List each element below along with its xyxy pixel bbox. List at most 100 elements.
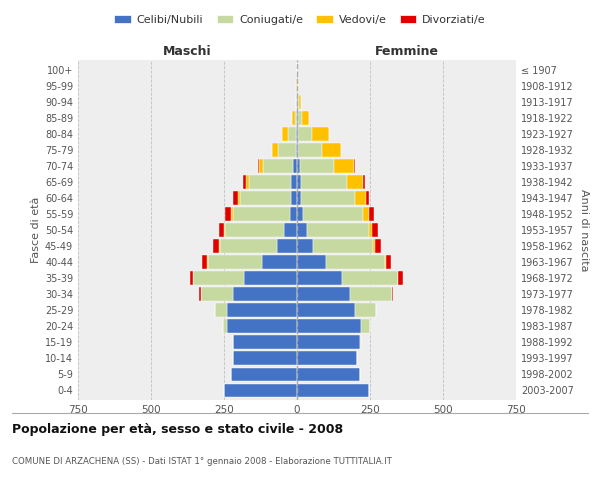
Bar <box>232 207 233 221</box>
Bar <box>297 320 361 333</box>
Text: Femmine: Femmine <box>374 46 439 59</box>
Bar <box>259 159 263 172</box>
Bar <box>215 304 227 317</box>
Bar <box>386 256 391 269</box>
Bar <box>301 175 347 188</box>
Bar <box>293 159 297 172</box>
Bar <box>297 207 303 221</box>
Bar <box>202 256 208 269</box>
Bar <box>297 352 357 365</box>
Bar <box>200 288 233 301</box>
Bar <box>313 239 373 253</box>
Bar <box>322 143 341 156</box>
Bar <box>297 239 313 253</box>
Bar <box>244 272 297 285</box>
Bar <box>295 111 297 124</box>
Bar <box>373 239 375 253</box>
Bar <box>214 239 219 253</box>
Bar <box>297 336 360 349</box>
Bar <box>190 272 193 285</box>
Bar <box>297 175 301 188</box>
Bar <box>272 143 278 156</box>
Bar <box>355 304 376 317</box>
Bar <box>297 143 298 156</box>
Bar <box>291 191 297 204</box>
Bar <box>263 159 293 172</box>
Bar <box>193 272 244 285</box>
Bar <box>262 256 297 269</box>
Bar <box>219 223 224 237</box>
Bar <box>302 111 309 124</box>
Bar <box>257 159 259 172</box>
Bar <box>297 288 350 301</box>
Bar <box>298 143 322 156</box>
Bar <box>347 175 363 188</box>
Bar <box>375 239 381 253</box>
Bar <box>303 207 363 221</box>
Bar <box>223 320 227 333</box>
Bar <box>219 239 220 253</box>
Bar <box>307 223 368 237</box>
Legend: Celibi/Nubili, Coniugati/e, Vedovi/e, Divorziati/e: Celibi/Nubili, Coniugati/e, Vedovi/e, Di… <box>110 10 490 29</box>
Bar <box>297 191 301 204</box>
Bar <box>296 143 297 156</box>
Bar <box>300 159 334 172</box>
Bar <box>350 288 392 301</box>
Bar <box>385 256 386 269</box>
Y-axis label: Fasce di età: Fasce di età <box>31 197 41 263</box>
Bar <box>282 127 287 140</box>
Bar <box>199 288 200 301</box>
Bar <box>297 159 300 172</box>
Bar <box>224 384 297 397</box>
Bar <box>233 191 238 204</box>
Bar <box>233 207 290 221</box>
Bar <box>298 95 299 108</box>
Bar <box>290 207 297 221</box>
Bar <box>297 256 326 269</box>
Bar <box>354 159 355 172</box>
Bar <box>368 207 374 221</box>
Bar <box>301 191 355 204</box>
Bar <box>243 175 246 188</box>
Bar <box>220 239 277 253</box>
Bar <box>298 111 302 124</box>
Bar <box>360 336 361 349</box>
Bar <box>334 159 354 172</box>
Bar <box>224 223 226 237</box>
Bar <box>326 256 385 269</box>
Bar <box>232 368 297 381</box>
Bar <box>297 384 368 397</box>
Bar <box>363 175 365 188</box>
Bar <box>361 320 370 333</box>
Bar <box>297 223 307 237</box>
Bar <box>278 143 296 156</box>
Bar <box>392 288 394 301</box>
Bar <box>287 127 296 140</box>
Bar <box>226 207 232 221</box>
Bar <box>292 111 295 124</box>
Text: COMUNE DI ARZACHENA (SS) - Dati ISTAT 1° gennaio 2008 - Elaborazione TUTTITALIA.: COMUNE DI ARZACHENA (SS) - Dati ISTAT 1°… <box>12 458 392 466</box>
Bar <box>249 175 291 188</box>
Bar <box>372 223 378 237</box>
Bar <box>233 288 297 301</box>
Bar <box>297 304 355 317</box>
Bar <box>277 239 297 253</box>
Bar <box>297 272 342 285</box>
Bar <box>313 127 329 140</box>
Bar <box>365 191 369 204</box>
Bar <box>284 223 297 237</box>
Bar <box>297 127 298 140</box>
Bar <box>298 127 313 140</box>
Text: Popolazione per età, sesso e stato civile - 2008: Popolazione per età, sesso e stato civil… <box>12 422 343 436</box>
Bar <box>227 304 297 317</box>
Bar <box>246 175 249 188</box>
Bar <box>299 95 301 108</box>
Bar <box>297 368 360 381</box>
Bar <box>238 191 240 204</box>
Bar <box>233 352 297 365</box>
Bar <box>291 175 297 188</box>
Bar <box>233 336 297 349</box>
Bar <box>368 223 372 237</box>
Bar <box>398 272 403 285</box>
Bar <box>342 272 398 285</box>
